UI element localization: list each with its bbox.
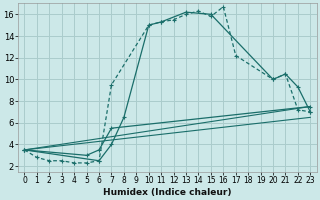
- X-axis label: Humidex (Indice chaleur): Humidex (Indice chaleur): [103, 188, 232, 197]
